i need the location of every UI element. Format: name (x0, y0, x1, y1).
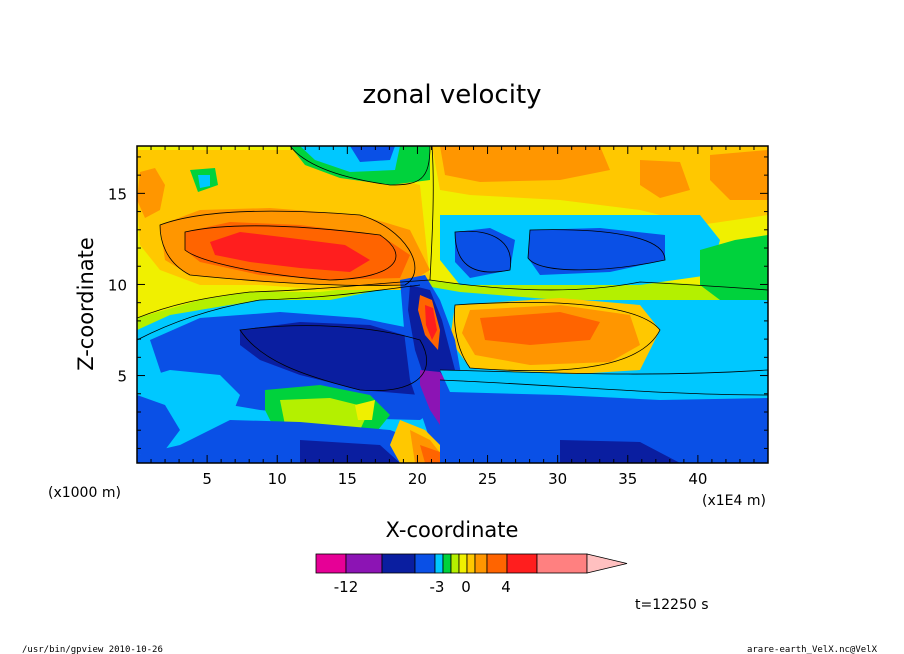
colorbar-swatch (315, 553, 347, 574)
colorbar-swatch (466, 553, 476, 574)
y-axis-label: Z-coordinate (74, 237, 98, 371)
colorbar-swatch (414, 553, 436, 574)
x-tick-label: 5 (202, 470, 212, 488)
x-tick-label: 35 (618, 470, 637, 488)
footer-right: arare-earth_VelX.nc@VelX (747, 645, 878, 654)
colorbar-swatch (506, 553, 538, 574)
tick-marks (137, 146, 768, 463)
footer-left: /usr/bin/gpview 2010-10-26 (22, 645, 163, 654)
colorbar-labels: -12 -3 0 4 (334, 578, 511, 596)
x-tick-labels: 5 10 15 20 25 30 35 40 (202, 470, 707, 488)
colorbar-swatch (442, 553, 452, 574)
x-tick-label: 40 (688, 470, 707, 488)
colorbar-swatch (345, 553, 383, 574)
colorbar-extension-arrow (586, 553, 628, 574)
plot-frame (136, 145, 769, 464)
colorbar (315, 553, 628, 574)
y-tick-label: 5 (117, 368, 127, 386)
x-axis-label: X-coordinate (386, 518, 519, 542)
x-tick-label: 30 (548, 470, 567, 488)
colorbar-swatch (450, 553, 460, 574)
colorbar-label: 4 (501, 578, 511, 596)
colorbar-label: -12 (334, 578, 359, 596)
colorbar-swatch (434, 553, 444, 574)
x-tick-label: 20 (408, 470, 427, 488)
colorbar-swatch (486, 553, 508, 574)
velocity-field (137, 146, 768, 463)
x-unit-label: (x1E4 m) (702, 493, 766, 509)
colorbar-swatch (536, 553, 588, 574)
x-tick-label: 10 (268, 470, 287, 488)
x-tick-label: 25 (478, 470, 497, 488)
time-label: t=12250 s (635, 597, 709, 613)
colorbar-label: -3 (430, 578, 445, 596)
x-tick-label: 15 (338, 470, 357, 488)
y-unit-label: (x1000 m) (48, 485, 121, 501)
y-tick-label: 15 (108, 185, 127, 203)
y-tick-labels: 5 10 15 (108, 185, 127, 385)
chart-title: zonal velocity (362, 80, 541, 110)
colorbar-swatch (458, 553, 468, 574)
colorbar-swatch (381, 553, 416, 574)
y-tick-label: 10 (108, 276, 127, 294)
colorbar-swatch (474, 553, 488, 574)
colorbar-label: 0 (461, 578, 471, 596)
